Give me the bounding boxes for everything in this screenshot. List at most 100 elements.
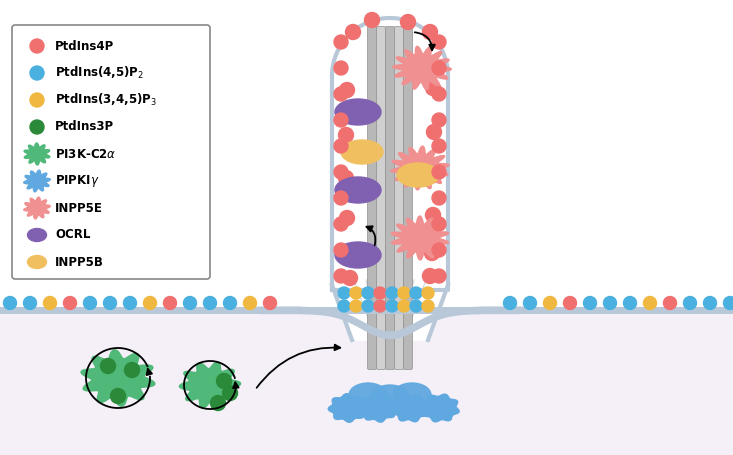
Circle shape [362, 300, 374, 312]
Ellipse shape [335, 242, 381, 268]
Circle shape [144, 297, 157, 309]
Circle shape [30, 39, 44, 53]
FancyBboxPatch shape [394, 26, 403, 369]
Text: INPP5E: INPP5E [55, 202, 103, 214]
Ellipse shape [349, 383, 387, 407]
Circle shape [339, 127, 353, 142]
Circle shape [374, 287, 386, 299]
Circle shape [543, 297, 556, 309]
Circle shape [204, 297, 216, 309]
Polygon shape [180, 362, 240, 408]
Circle shape [350, 300, 362, 312]
Circle shape [432, 191, 446, 205]
Text: PtdIns(4,5)P$_2$: PtdIns(4,5)P$_2$ [55, 65, 144, 81]
Circle shape [4, 297, 17, 309]
Circle shape [374, 300, 386, 312]
Circle shape [350, 287, 362, 299]
Circle shape [410, 300, 422, 312]
Circle shape [410, 287, 422, 299]
Circle shape [334, 139, 348, 153]
Polygon shape [391, 146, 449, 190]
Ellipse shape [335, 99, 381, 125]
Circle shape [422, 25, 438, 40]
Circle shape [683, 297, 696, 309]
Circle shape [432, 139, 446, 153]
Polygon shape [391, 394, 429, 422]
Text: OCRL: OCRL [55, 228, 90, 242]
Circle shape [334, 113, 348, 127]
Circle shape [163, 297, 177, 309]
Circle shape [103, 297, 117, 309]
Circle shape [398, 300, 410, 312]
Circle shape [23, 297, 37, 309]
Circle shape [339, 171, 353, 186]
Circle shape [386, 300, 398, 312]
Circle shape [624, 297, 636, 309]
Circle shape [504, 297, 517, 309]
Circle shape [564, 297, 576, 309]
Circle shape [64, 297, 76, 309]
Circle shape [364, 12, 380, 27]
Circle shape [334, 269, 348, 283]
Circle shape [400, 15, 416, 30]
Circle shape [84, 297, 97, 309]
Circle shape [432, 165, 446, 179]
Ellipse shape [28, 256, 46, 268]
Circle shape [100, 359, 116, 374]
Circle shape [111, 389, 125, 404]
Circle shape [432, 113, 446, 127]
Circle shape [723, 297, 733, 309]
Text: PI3K-C2$\alpha$: PI3K-C2$\alpha$ [55, 147, 117, 161]
Circle shape [341, 248, 356, 263]
Circle shape [338, 287, 350, 299]
Circle shape [125, 363, 139, 378]
Circle shape [334, 35, 348, 49]
Circle shape [425, 81, 441, 96]
Text: INPP5B: INPP5B [55, 256, 104, 268]
Ellipse shape [28, 228, 46, 242]
Ellipse shape [335, 177, 381, 203]
Circle shape [425, 207, 441, 222]
Circle shape [263, 297, 276, 309]
Circle shape [123, 297, 136, 309]
Circle shape [243, 297, 257, 309]
Circle shape [338, 300, 350, 312]
Circle shape [183, 297, 196, 309]
Polygon shape [24, 143, 50, 165]
Polygon shape [332, 285, 448, 340]
Polygon shape [332, 18, 448, 290]
Text: PtdIns(3,4,5)P$_3$: PtdIns(3,4,5)P$_3$ [55, 92, 157, 108]
Circle shape [334, 191, 348, 205]
Polygon shape [358, 394, 397, 422]
Circle shape [386, 287, 398, 299]
Circle shape [334, 243, 348, 257]
Polygon shape [391, 216, 449, 260]
Circle shape [523, 297, 537, 309]
Circle shape [432, 87, 446, 101]
Polygon shape [393, 46, 452, 90]
Circle shape [663, 297, 677, 309]
Circle shape [422, 268, 438, 283]
Text: PIPKI$\gamma$: PIPKI$\gamma$ [55, 173, 100, 189]
Circle shape [339, 211, 355, 226]
Polygon shape [23, 170, 51, 192]
Circle shape [334, 87, 348, 101]
Polygon shape [23, 197, 51, 219]
FancyBboxPatch shape [377, 26, 386, 369]
Circle shape [223, 385, 237, 400]
Circle shape [339, 82, 355, 97]
Circle shape [224, 297, 237, 309]
Ellipse shape [341, 140, 383, 164]
FancyBboxPatch shape [386, 26, 394, 369]
Circle shape [334, 61, 348, 75]
Text: PtdIns3P: PtdIns3P [55, 121, 114, 133]
Circle shape [210, 395, 226, 410]
Circle shape [422, 287, 434, 299]
Circle shape [427, 125, 441, 140]
Circle shape [398, 287, 410, 299]
Circle shape [644, 297, 657, 309]
Circle shape [362, 287, 374, 299]
Circle shape [424, 246, 440, 261]
Circle shape [432, 217, 446, 231]
FancyBboxPatch shape [12, 25, 210, 279]
